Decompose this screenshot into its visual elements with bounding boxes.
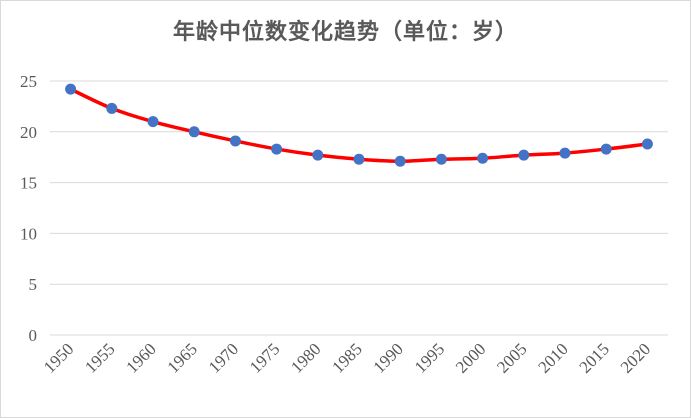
y-tick-label: 10 <box>20 224 37 243</box>
data-point <box>229 135 241 147</box>
x-tick-label: 1950 <box>40 339 77 376</box>
x-tick-label: 2015 <box>576 339 613 376</box>
x-tick-label: 1990 <box>370 339 407 376</box>
x-tick-label: 1965 <box>164 339 201 376</box>
x-tick-label: 2005 <box>493 339 530 376</box>
y-tick-label: 0 <box>29 326 38 345</box>
data-point <box>477 152 489 164</box>
x-tick-label: 2020 <box>617 339 654 376</box>
data-point <box>188 126 200 138</box>
y-tick-label: 20 <box>20 123 37 142</box>
data-point <box>353 153 365 165</box>
data-point <box>147 116 159 128</box>
data-point <box>559 147 571 159</box>
y-tick-label: 25 <box>20 72 37 91</box>
data-point <box>106 102 118 114</box>
x-tick-label: 2000 <box>452 339 489 376</box>
x-tick-label: 1955 <box>81 339 118 376</box>
x-tick-label: 2010 <box>534 339 571 376</box>
chart-title: 年龄中位数变化趋势（单位：岁） <box>172 20 518 45</box>
data-point <box>312 149 324 161</box>
y-axis-ticks: 0 5 10 15 20 25 <box>20 72 37 345</box>
data-point <box>518 149 530 161</box>
x-axis-ticks: 1950 1955 1960 1965 1970 1975 1980 1985 1990 1995… <box>40 339 654 376</box>
data-point <box>641 138 653 150</box>
x-tick-label: 1985 <box>328 339 365 376</box>
data-point <box>271 143 283 155</box>
y-tick-label: 15 <box>20 174 37 193</box>
x-tick-label: 1995 <box>411 339 448 376</box>
series-markers <box>65 83 653 167</box>
y-tick-label: 5 <box>29 275 38 294</box>
x-tick-label: 1960 <box>122 339 159 376</box>
x-tick-label: 1980 <box>287 339 324 376</box>
data-point <box>435 153 447 165</box>
x-tick-label: 1970 <box>205 339 242 376</box>
data-point <box>394 155 406 167</box>
data-point <box>600 143 612 155</box>
data-point <box>65 83 77 95</box>
gridlines <box>50 80 668 336</box>
x-tick-label: 1975 <box>246 339 283 376</box>
